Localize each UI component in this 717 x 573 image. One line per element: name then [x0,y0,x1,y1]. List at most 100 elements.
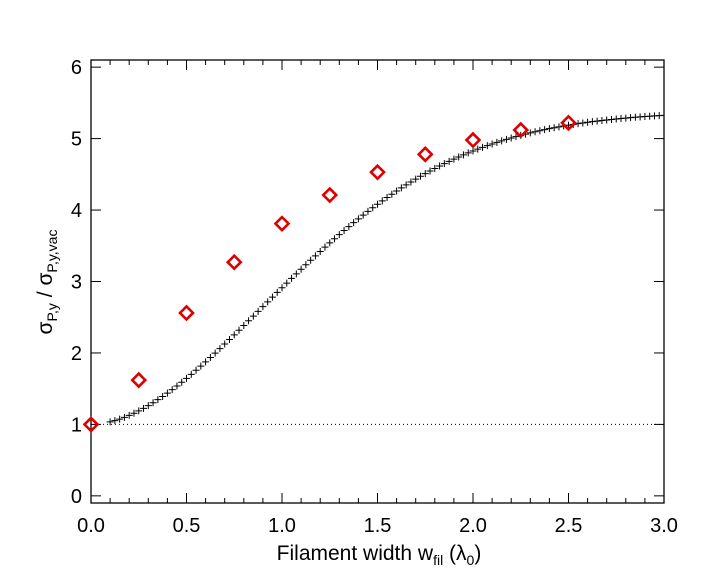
plus-point [588,118,596,126]
plus-point [483,142,491,150]
plus-point [445,157,453,165]
diamond-point [321,186,339,204]
diamond-point [369,163,386,181]
plus-point [273,288,281,296]
x-axis-title: Filament width wfil (λ0) [277,542,482,568]
plus-point [374,200,381,208]
diamond-point [273,215,291,232]
plus-point [302,261,310,269]
plus-point [412,175,420,183]
y-tick-label: 1 [71,414,82,436]
plus-point [436,162,444,170]
plus-point [474,145,482,153]
plus-point [240,322,248,329]
plus-point [268,293,276,301]
x-tick-label: 0.5 [173,515,201,537]
plus-point [550,124,558,132]
plus-point [364,207,372,215]
y-axis-title: σP,y / σP,y,vac [34,230,60,335]
diamond-point [560,114,577,132]
plus-point [450,155,458,163]
plus-point [397,184,405,192]
x-tick-label: 1.0 [268,515,296,537]
plus-point [331,235,339,243]
plus-point [350,219,358,227]
plus-point [163,389,171,397]
diamond-point [416,145,434,163]
plus-point [178,378,186,386]
plus-point [359,211,367,219]
plus-point [660,111,664,119]
plus-point [168,386,176,394]
plus-point [488,140,496,148]
diamond-point [178,304,195,322]
x-tick-label: 2.5 [555,515,583,537]
plus-point [426,167,434,175]
plus-point [455,153,463,161]
plus-point [440,160,448,168]
plus-point [120,413,128,421]
plus-point [254,307,262,315]
plus-point [230,331,238,339]
y-tick-label: 3 [71,272,82,294]
y-tick-label: 6 [71,57,82,79]
plus-point [598,116,606,124]
plus-point [283,279,291,287]
x-tick-label: 1.5 [364,515,392,537]
plus-point [288,274,296,282]
plus-point [140,404,148,412]
diamond-point [130,371,148,389]
plus-point [135,407,143,415]
y-tick-label: 2 [71,343,82,365]
diamond-point [225,253,243,271]
plus-point [493,138,501,146]
plus-point [249,312,257,320]
plus-point [335,231,343,239]
plus-point [202,358,210,366]
plus-point [321,243,329,251]
plus-point [187,370,195,378]
diamond-point [82,416,100,433]
plus-point [116,415,124,423]
plus-point [369,204,377,212]
plus-point [292,270,300,278]
tick-labels: 0.0 0.5 1.0 1.5 2.0 2.5 3.0 0 1 2 3 4 5 6 [71,57,678,537]
plus-point [345,223,353,231]
plus-point [297,265,305,273]
plus-point [469,147,477,155]
diamond-point [512,121,530,139]
plus-point [555,123,563,131]
plus-point [130,409,138,417]
plus-point [603,116,611,124]
plus-point [307,256,315,264]
y-tick-label: 0 [71,486,82,508]
diamond-point [464,131,482,149]
x-tick-label: 2.0 [459,515,487,537]
plus-point [512,133,520,141]
plus-point [264,298,272,306]
x-tick-label: 3.0 [650,515,678,537]
plus-point [235,326,243,334]
plus-point [225,335,233,343]
plus-point [111,417,119,425]
plus-point [206,353,214,361]
plus-point [311,252,319,260]
plus-point [584,118,592,126]
plus-point [221,340,229,348]
plus-point [192,366,200,374]
plus-point [502,135,510,143]
plot-area [91,111,664,426]
plus-point [507,134,515,142]
plus-point [526,129,534,137]
y-tick-label: 5 [71,129,82,151]
plus-point [183,374,190,382]
plus-point [125,411,133,419]
plus-point [245,317,253,325]
plus-point [106,418,114,426]
plus-point [531,128,539,136]
plus-point [197,362,205,370]
plus-point [541,126,549,134]
plus-point [316,247,324,255]
plus-point [393,187,401,195]
plus-point [278,284,286,292]
